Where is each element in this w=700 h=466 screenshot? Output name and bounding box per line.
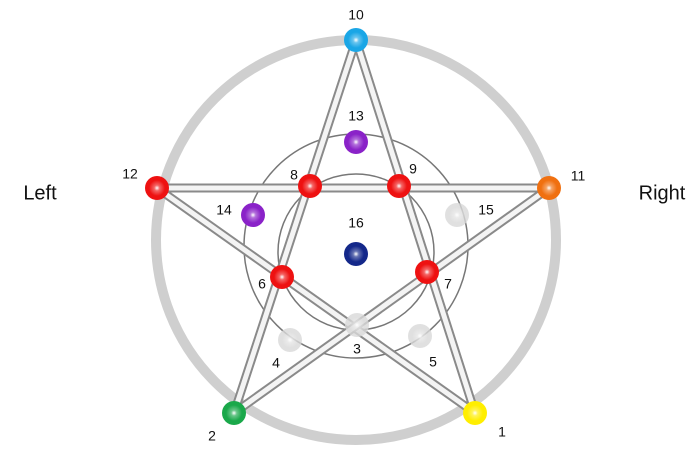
- node-shine: [282, 332, 298, 348]
- node-shine: [274, 269, 290, 285]
- node-label: 10: [348, 7, 364, 23]
- node-label: 7: [444, 276, 452, 292]
- node-shine: [541, 180, 557, 196]
- node-label: 11: [571, 168, 586, 184]
- node-label: 1: [498, 424, 506, 440]
- node-label: 14: [216, 202, 232, 218]
- outer-ring: [151, 35, 561, 445]
- star-edge-highlight: [231, 37, 359, 416]
- node-shine: [348, 246, 364, 262]
- node-shine: [391, 178, 407, 194]
- star-lines: [152, 35, 554, 418]
- star-edge-highlight: [353, 37, 478, 416]
- node-label: 13: [348, 108, 364, 124]
- node-shine: [467, 405, 483, 421]
- node-label: 4: [272, 355, 280, 371]
- node-label: 5: [429, 354, 437, 370]
- left-label: Left: [23, 182, 57, 204]
- node-shine: [348, 32, 364, 48]
- node-label: 3: [353, 341, 361, 357]
- right-label: Right: [639, 182, 686, 204]
- node-label: 15: [478, 202, 494, 218]
- node-label: 2: [208, 428, 216, 444]
- node-shine: [302, 178, 318, 194]
- node-shine: [419, 264, 435, 280]
- star-edge-highlight: [154, 185, 478, 416]
- node-shine: [226, 405, 242, 421]
- node-shine: [449, 207, 465, 223]
- node-label: 8: [290, 167, 298, 183]
- node-label: 9: [409, 161, 417, 177]
- node-label: 6: [258, 276, 266, 292]
- node-shine: [349, 317, 365, 333]
- node-shine: [149, 180, 165, 196]
- node-shine: [412, 328, 428, 344]
- node-label: 12: [122, 166, 138, 182]
- node-shine: [245, 207, 261, 223]
- node-shine: [348, 134, 364, 150]
- node-label: 16: [348, 215, 364, 231]
- star-edge-highlight: [231, 185, 552, 416]
